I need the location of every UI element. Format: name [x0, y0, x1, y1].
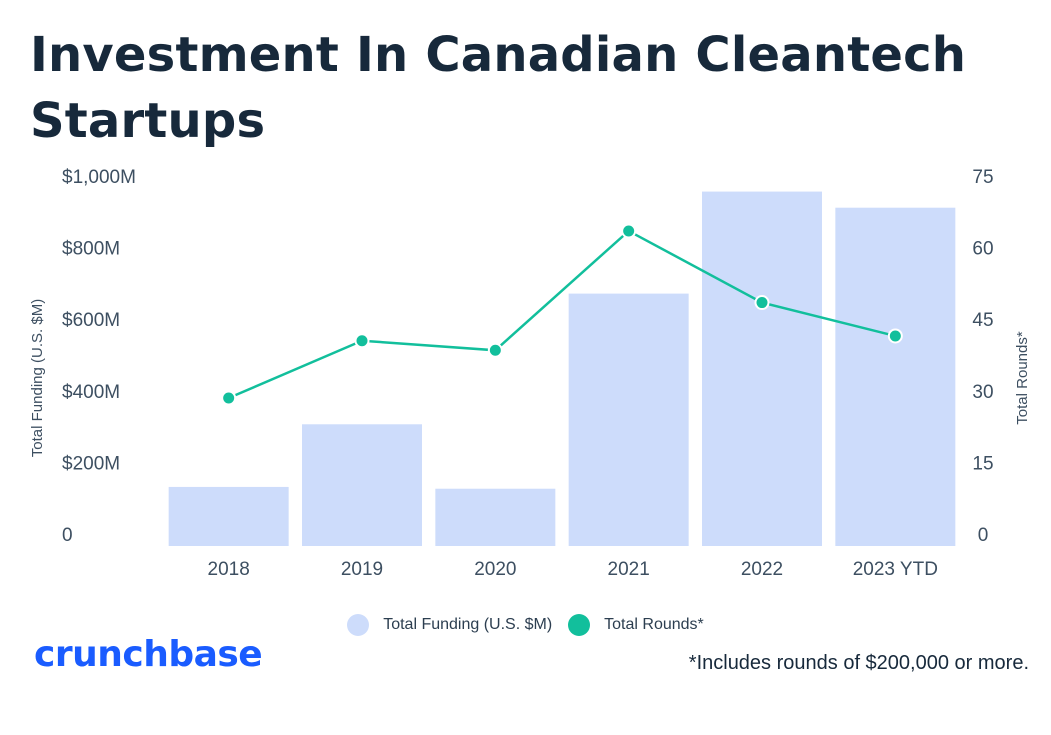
bar-2023-ytd[interactable]: [835, 207, 956, 546]
x-tick-label: 2021: [608, 559, 650, 580]
line-series: [221, 223, 903, 406]
left-y-tick-label: $400M: [62, 382, 120, 403]
right-y-tick-label: 15: [972, 453, 993, 474]
x-tick-label: 2023 YTD: [853, 559, 938, 580]
chart-area: 2018 2019 2020 2021 2022 2023 YTD 0 $200M $400M…: [29, 167, 1031, 580]
x-tick-label: 2020: [474, 559, 516, 580]
bar-2019[interactable]: [302, 424, 422, 546]
rounds-point-2022[interactable]: [754, 295, 770, 311]
bar-2021[interactable]: [568, 293, 689, 546]
left-y-tick-label: $200M: [62, 453, 120, 474]
legend-item-rounds[interactable]: Total Rounds*: [568, 614, 704, 636]
bar-2022[interactable]: [702, 191, 822, 546]
rounds-point-2021[interactable]: [621, 223, 637, 239]
left-axis-ticks: 0 $200M $400M $600M $800M $1,000M: [62, 167, 136, 546]
legend: Total Funding (U.S. $M) Total Rounds*: [0, 614, 1051, 636]
bar-2020[interactable]: [435, 488, 556, 546]
right-axis-title: Total Rounds*: [1014, 331, 1031, 425]
left-axis-title: Total Funding (U.S. $M): [29, 299, 46, 457]
legend-item-funding[interactable]: Total Funding (U.S. $M): [347, 614, 552, 636]
x-axis-ticks: 2018 2019 2020 2021 2022 2023 YTD: [208, 559, 938, 580]
bar-series: [168, 191, 956, 546]
left-y-tick-label: 0: [62, 525, 73, 546]
bar-2018[interactable]: [168, 486, 289, 546]
right-y-tick-label: 30: [972, 382, 993, 403]
right-y-tick-label: 0: [978, 525, 989, 546]
right-axis-ticks: 0 15 30 45 60 75: [972, 167, 993, 546]
x-tick-label: 2018: [208, 559, 250, 580]
right-y-tick-label: 60: [972, 239, 993, 260]
right-y-tick-label: 45: [972, 310, 993, 331]
x-tick-label: 2019: [341, 559, 383, 580]
left-y-tick-label: $800M: [62, 239, 120, 260]
left-y-tick-label: $1,000M: [62, 167, 136, 188]
rounds-point-2018[interactable]: [221, 390, 237, 406]
rounds-point-2019[interactable]: [354, 333, 370, 349]
rounds-line: [228, 229, 896, 400]
legend-label-funding: Total Funding (U.S. $M): [383, 616, 553, 633]
rounds-point-2020[interactable]: [487, 342, 503, 358]
chart-title: Investment In Canadian Cleantech Startup…: [30, 27, 967, 149]
rounds-point-2023-ytd[interactable]: [887, 328, 903, 344]
crunchbase-logo: crunchbase: [34, 634, 263, 675]
legend-swatch-rounds: [568, 614, 591, 636]
x-tick-label: 2022: [741, 559, 783, 580]
legend-label-rounds: Total Rounds*: [604, 616, 704, 633]
right-y-tick-label: 75: [972, 167, 993, 188]
footnote: *Includes rounds of $200,000 or more.: [688, 652, 1029, 674]
left-y-tick-label: $600M: [62, 310, 120, 331]
legend-swatch-funding: [347, 614, 370, 636]
